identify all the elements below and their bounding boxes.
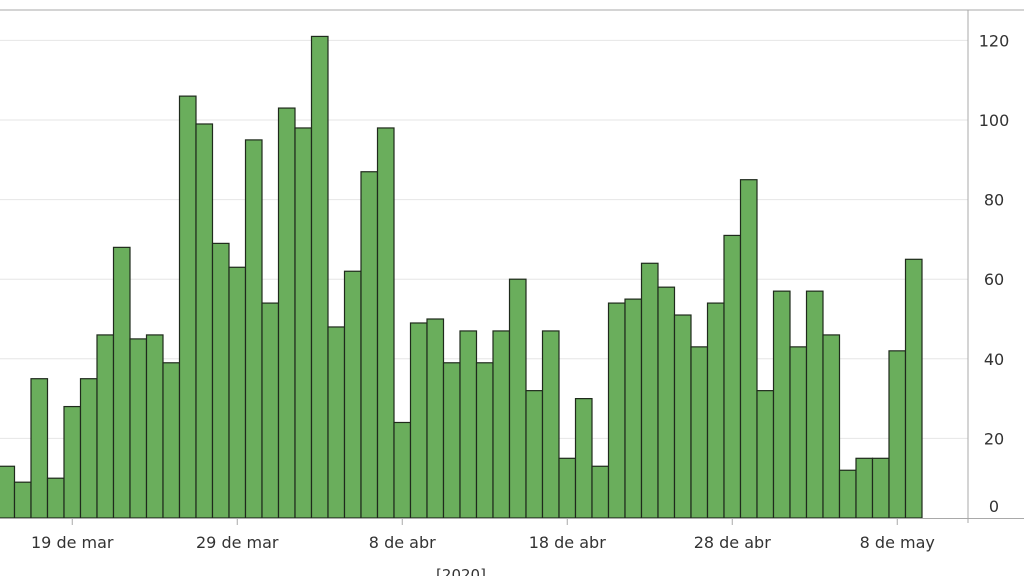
bar [492,330,511,519]
x-tick-label: 18 de abr [529,533,606,552]
x-tick-label: 19 de mar [31,533,114,552]
bar [244,139,263,519]
bar [838,469,857,519]
bar [739,179,758,519]
bar [558,457,577,519]
axes [0,9,1024,523]
bar [409,322,428,519]
bar [13,481,32,519]
bar [805,290,824,519]
bar [657,286,676,519]
bar [310,35,329,519]
x-tick-label: 8 de abr [369,533,436,552]
bars [0,35,923,519]
bar [574,398,593,519]
bar [871,457,890,519]
y-tick-label: 60 [984,270,1004,289]
bar [145,334,164,519]
bar [772,290,791,519]
x-tick-labels: 19 de mar 29 de mar 8 de abr 18 de abr 28 de… [31,518,935,552]
x-tick-label: 28 de abr [694,533,771,552]
bar [723,234,742,519]
bar [30,378,49,519]
bar [195,123,214,519]
bar [904,258,923,519]
bar [277,107,296,519]
bar [475,362,494,519]
bar [459,330,478,519]
bar [442,362,461,519]
bar [343,270,362,519]
bar [63,405,82,519]
bar [508,278,527,519]
bar [96,334,115,519]
y-tick-labels: 0 20 40 60 80 100 120 [979,31,1010,516]
y-tick-label: 0 [989,497,999,516]
bar [327,326,346,519]
bar [591,465,610,519]
bar [261,302,280,519]
bar [376,127,395,519]
bar [162,362,181,519]
bar [129,338,148,519]
bar [112,246,131,519]
bar [673,314,692,519]
y-tick-label: 40 [984,350,1004,369]
bar [178,95,197,519]
bar [624,298,643,519]
x-tick-label: 29 de mar [196,533,279,552]
bar [46,477,65,519]
bar [690,346,709,519]
bar [706,302,725,519]
bar [607,302,626,519]
bar [525,390,544,519]
bar [294,127,313,519]
bar [426,318,445,519]
bar [228,266,247,519]
bar [640,262,659,519]
bar [211,242,230,519]
bar [822,334,841,519]
bar [393,421,412,519]
y-tick-label: 80 [984,191,1004,210]
bar [360,171,379,519]
x-tick-label: 8 de may [860,533,935,552]
bar [541,330,560,519]
x-axis-label: [2020] [436,566,486,576]
bar [79,378,98,519]
bar [756,390,775,519]
bar [789,346,808,519]
y-tick-label: 100 [979,111,1010,130]
bar [0,465,16,519]
y-tick-label: 120 [979,31,1010,50]
bar [855,457,874,519]
bar [888,350,907,519]
y-tick-label: 20 [984,429,1004,448]
